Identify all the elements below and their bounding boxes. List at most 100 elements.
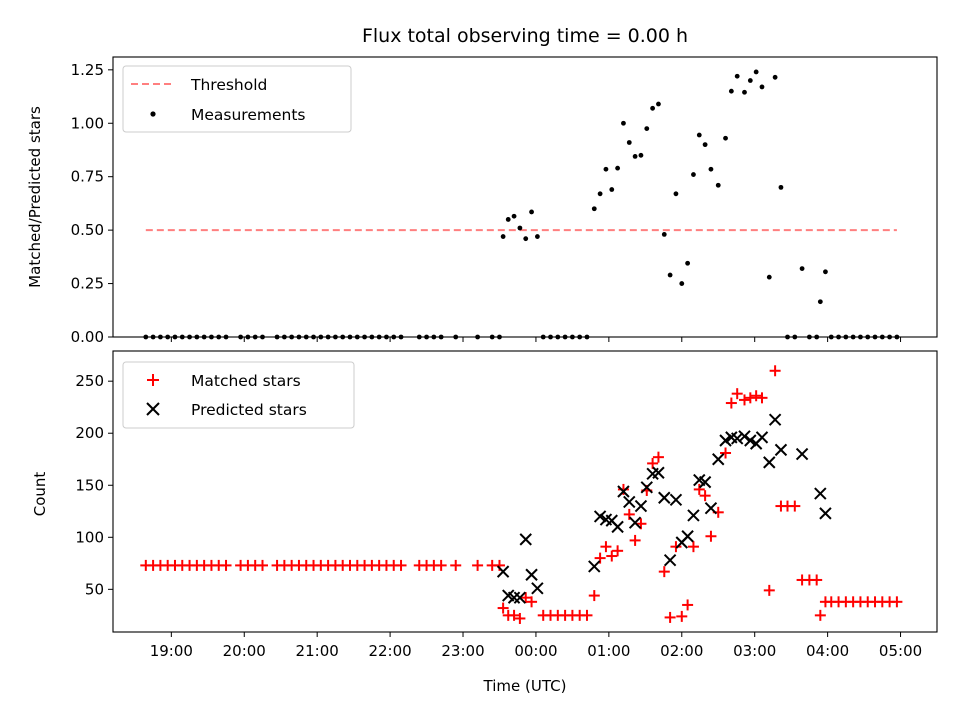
measurement-point [742, 89, 747, 95]
measurement-point [673, 191, 679, 197]
predicted-star-point [507, 591, 521, 604]
bottom-y-tick-label: 150 [75, 476, 104, 494]
x-tick-label: 00:00 [514, 642, 557, 660]
matched-star-point [811, 574, 823, 586]
matched-star-point [731, 388, 743, 400]
matched-star-point [581, 609, 593, 621]
matched-star-point [395, 559, 407, 571]
matched-star-point [756, 392, 768, 404]
measurement-point [723, 135, 728, 141]
x-tick-label: 20:00 [223, 642, 266, 660]
predicted-star-point [687, 509, 700, 522]
bottom-y-axis-label: Count [31, 472, 49, 517]
top-y-tick-label: 0.50 [71, 221, 104, 239]
measurement-point [696, 132, 702, 138]
measurement-point [734, 73, 740, 79]
measurement-point [591, 206, 597, 212]
measurement-point [753, 69, 759, 75]
matched-star-point [472, 559, 484, 571]
measurement-point [609, 187, 615, 192]
matched-star-point [220, 559, 232, 571]
top-y-axis: 0.00 0.25 0.50 0.75 1.00 1.25 [71, 61, 113, 346]
x-tick-label: 22:00 [368, 642, 411, 660]
matched-star-point [520, 592, 532, 604]
matched-star-point [256, 559, 268, 571]
x-tick-label: 04:00 [806, 642, 849, 660]
predicted-star-point [588, 560, 601, 573]
matched-star-point [606, 550, 618, 562]
measurement-point [747, 78, 753, 83]
matched-star-point [670, 541, 682, 553]
matched-star-point [769, 365, 781, 377]
matched-star-point [814, 609, 826, 621]
legend-matched-label: Matched stars [191, 372, 301, 390]
measurement-point [691, 172, 696, 177]
predicted-star-point [730, 432, 744, 445]
predicted-star-point [669, 493, 683, 507]
predicted-star-point [525, 568, 538, 581]
x-tick-label: 19:00 [150, 642, 193, 660]
matched-star-point [612, 545, 624, 557]
matched-star-point [687, 541, 699, 553]
matched-star-point [750, 390, 762, 402]
bottom-plot-area [140, 365, 903, 624]
measurement-point [766, 274, 772, 280]
measurement-point [772, 74, 778, 80]
matched-star-point [435, 559, 447, 571]
measurement-point [603, 166, 609, 172]
measurement-point [615, 165, 621, 171]
predicted-star-point [496, 565, 510, 578]
bottom-y-tick-label: 50 [85, 580, 104, 598]
measurements-panel: Flux total observing time = 0.00 h 0.000… [26, 25, 938, 346]
x-tick-label: 21:00 [296, 642, 339, 660]
measurement-point [511, 213, 517, 219]
matched-star-point [600, 541, 612, 553]
predicted-star-point [704, 501, 718, 515]
measurement-point [650, 105, 656, 111]
measurement-point [702, 142, 708, 148]
measurement-point [621, 120, 626, 126]
matched-star-point [682, 599, 694, 611]
measurement-point [778, 184, 784, 190]
measurement-point [708, 166, 714, 172]
measurement-point [632, 153, 638, 159]
predicted-star-point [628, 516, 642, 529]
measurement-point [823, 269, 828, 275]
matched-star-point [629, 534, 641, 546]
matched-star-point [514, 612, 526, 624]
matched-star-point [763, 584, 775, 596]
matched-star-point [789, 500, 801, 512]
predicted-star-point [763, 456, 776, 469]
x-tick-label: 01:00 [587, 642, 630, 660]
top-axes-frame [112, 56, 938, 338]
measurement-point [644, 126, 650, 132]
measurement-point [728, 88, 734, 94]
legend-predicted-swatch [146, 402, 160, 416]
legend-matched-swatch [147, 374, 159, 386]
measurement-point [759, 84, 765, 90]
measurement-point [817, 299, 823, 305]
measurement-point [500, 234, 506, 239]
predicted-star-point [593, 510, 607, 523]
predicted-star-point [531, 582, 544, 595]
predicted-star-point [814, 487, 827, 500]
measurement-point [656, 101, 661, 107]
predicted-star-point [611, 520, 624, 534]
predicted-star-point [519, 533, 532, 546]
measurement-point [626, 140, 632, 145]
measurement-point [523, 236, 529, 242]
x-axis-label: Time (UTC) [483, 677, 567, 695]
predicted-star-point [623, 495, 636, 509]
predicted-star-point [719, 434, 732, 447]
bottom-axes-frame [112, 350, 938, 633]
matched-star-point [725, 397, 737, 409]
matched-star-point [508, 609, 520, 621]
predicted-star-point [663, 553, 677, 567]
chart-title: Flux total observing time = 0.00 h [362, 25, 688, 47]
matched-star-point [617, 483, 629, 495]
bottom-legend: Matched stars Predicted stars [122, 361, 355, 429]
predicted-star-point [744, 434, 757, 447]
legend-predicted-label: Predicted stars [191, 401, 307, 419]
measurement-point [597, 191, 603, 197]
